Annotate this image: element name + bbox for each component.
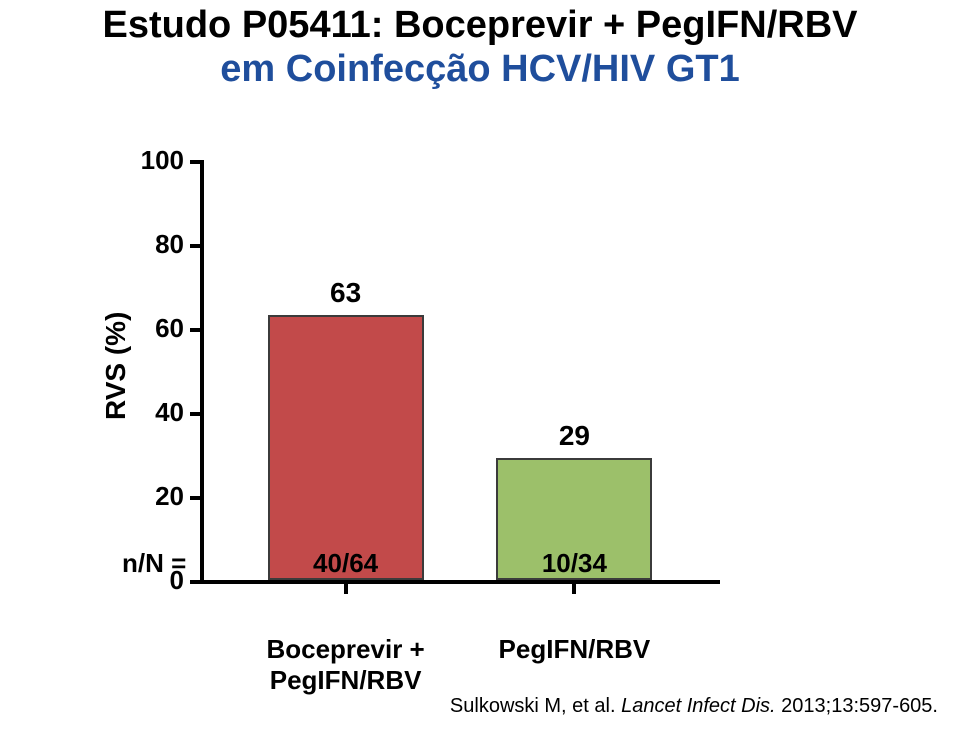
y-tick (190, 244, 200, 248)
y-tick (190, 496, 200, 500)
bar (268, 315, 424, 580)
y-tick-label: 20 (124, 481, 184, 512)
y-tick (190, 580, 200, 584)
title-line-1: Estudo P05411: Boceprevir + PegIFN/RBV (0, 4, 960, 48)
slide-root: Estudo P05411: Boceprevir + PegIFN/RBV e… (0, 0, 960, 730)
y-tick-label: 40 (124, 397, 184, 428)
y-tick (190, 328, 200, 332)
nn-value: 10/34 (476, 548, 672, 579)
y-axis (200, 160, 204, 584)
y-tick (190, 160, 200, 164)
y-tick-label: 100 (124, 145, 184, 176)
x-axis (200, 580, 720, 584)
title-line-2: em Coinfecção HCV/HIV GT1 (0, 48, 960, 92)
x-tick (344, 584, 348, 594)
plot-area: 0204060801006340/64Boceprevir +PegIFN/RB… (200, 160, 720, 580)
y-tick-label: 80 (124, 229, 184, 260)
slide-title: Estudo P05411: Boceprevir + PegIFN/RBV e… (0, 4, 960, 91)
bar-value-label: 29 (496, 420, 652, 452)
nn-label: n/N = (122, 548, 186, 579)
y-tick-label: 60 (124, 313, 184, 344)
x-category-label: PegIFN/RBV (436, 634, 712, 665)
y-tick (190, 412, 200, 416)
x-tick (572, 584, 576, 594)
bar-value-label: 63 (268, 277, 424, 309)
nn-value: 40/64 (248, 548, 444, 579)
citation: Sulkowski M, et al. Lancet Infect Dis. 2… (450, 695, 938, 718)
bar-chart: RVS (%) 0204060801006340/64Boceprevir +P… (90, 150, 790, 650)
